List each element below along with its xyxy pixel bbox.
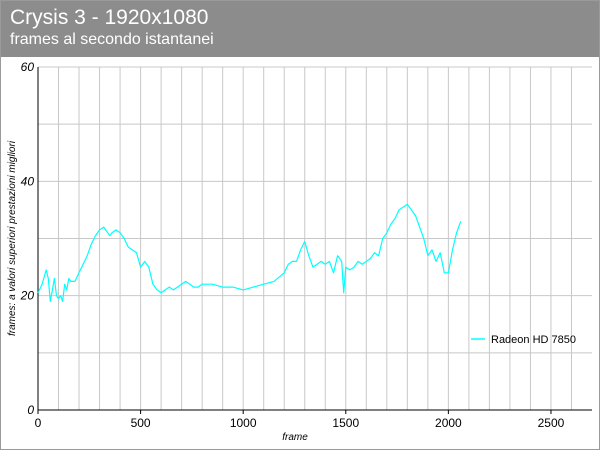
x-tick-label: 2500 xyxy=(538,416,565,430)
axes xyxy=(37,67,592,414)
legend-label: Radeon HD 7850 xyxy=(491,334,576,346)
x-axis-label: frame xyxy=(282,432,308,443)
series-line-radeon-hd-7850 xyxy=(37,203,462,302)
chart-subtitle: frames al secondo istantanei xyxy=(10,31,214,48)
x-tick-label: 2000 xyxy=(435,416,462,430)
chart-title: Crysis 3 - 1920x1080 xyxy=(10,6,209,29)
y-tick-label: 0 xyxy=(27,403,34,417)
y-tick-label: 40 xyxy=(21,174,35,188)
y-tick-label: 60 xyxy=(21,60,35,74)
x-tick-label: 500 xyxy=(131,416,151,430)
x-tick-label: 1500 xyxy=(332,416,359,430)
x-tick-label: 0 xyxy=(35,416,42,430)
legend: Radeon HD 7850 xyxy=(471,334,576,346)
y-tick-label: 20 xyxy=(20,289,35,303)
y-axis-label: frames: a valori superiori prestazioni m… xyxy=(7,140,18,336)
chart-header: Crysis 3 - 1920x1080 frames al secondo i… xyxy=(1,1,599,57)
tick-labels: 0 20 40 60 0 500 1000 1500 2000 2500 xyxy=(20,60,565,430)
x-tick-label: 1000 xyxy=(230,416,257,430)
series-lines xyxy=(37,203,462,302)
grid-lines xyxy=(38,66,592,410)
